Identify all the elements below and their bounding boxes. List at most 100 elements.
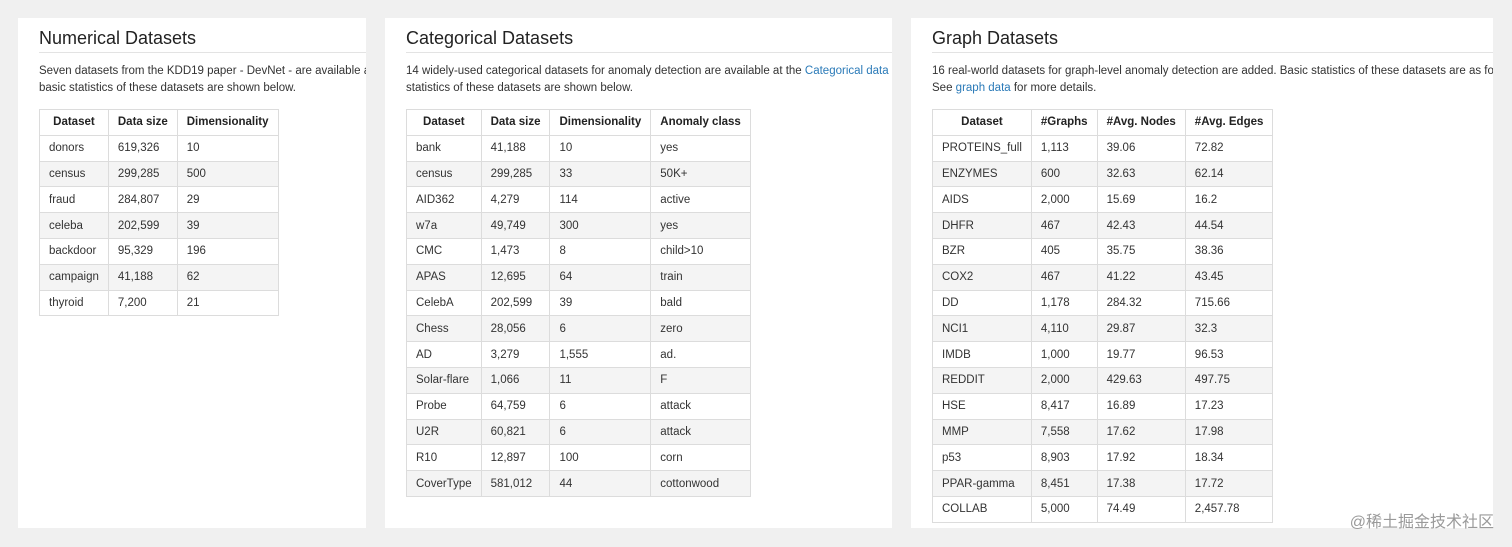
table-row: APAS 12,695 64 train	[406, 263, 751, 291]
header-cell: #Graphs	[1030, 109, 1098, 136]
table-row: bank 41,188 10 yes	[406, 134, 751, 162]
header-cell: Dataset	[932, 109, 1032, 136]
table-cell: 17.38	[1096, 470, 1186, 497]
table-cell: 299,285	[107, 160, 178, 188]
table-row: R10 12,897 100 corn	[406, 444, 751, 472]
link[interactable]: Categorical data	[804, 65, 889, 77]
watermark: @稀土掘金技术社区	[1349, 514, 1494, 531]
table-cell: active	[650, 186, 751, 214]
table-cell: p53	[932, 444, 1032, 472]
header-cell: Data size	[107, 109, 178, 136]
table-row: AD 3,279 1,555 ad.	[406, 341, 751, 368]
table-cell: 15.69	[1096, 186, 1186, 214]
table-cell: 17.72	[1184, 470, 1274, 497]
description-line: statistics of these datasets are shown b…	[406, 82, 633, 94]
table-cell: 2,000	[1030, 186, 1098, 214]
table-cell: bald	[650, 289, 751, 317]
table-cell: attack	[650, 392, 751, 420]
table-cell: zero	[650, 315, 751, 343]
table-cell: COX2	[932, 263, 1032, 291]
table-cell: 7,200	[107, 289, 178, 317]
table-cell: 16.89	[1096, 392, 1186, 420]
table-cell: 19.77	[1096, 341, 1186, 368]
table-cell: 8	[549, 237, 652, 265]
table-cell: campaign	[39, 263, 109, 291]
panel: Graph Datasets 16 real-world datasets for…	[911, 18, 1493, 528]
table-cell: 497.75	[1184, 366, 1274, 394]
table-row: fraud 284,807 29	[39, 186, 279, 214]
table-cell: 1,000	[1030, 341, 1098, 368]
table-cell: CoverType	[406, 470, 482, 497]
table-cell: 1,066	[480, 366, 551, 394]
table-cell: 1,555	[549, 341, 652, 368]
table-cell: 50K+	[650, 160, 751, 188]
table-cell: 12,897	[480, 444, 551, 472]
table-cell: 284.32	[1096, 289, 1186, 317]
table-cell: F	[650, 366, 751, 394]
table-cell: 17.62	[1096, 418, 1186, 446]
table-row: celeba 202,599 39	[39, 212, 279, 239]
table-cell: 43.45	[1184, 263, 1274, 291]
table-row: COX2 467 41.22 43.45	[932, 263, 1274, 291]
table-cell: 21	[176, 289, 279, 317]
panel: Categorical Datasets 14 widely-used categ…	[385, 18, 892, 528]
table-cell: R10	[406, 444, 482, 472]
text: for more details.	[1010, 82, 1097, 94]
table-cell: 17.23	[1184, 392, 1274, 420]
panel: Numerical Datasets Seven datasets from th…	[18, 18, 366, 528]
table-row: MMP 7,558 17.62 17.98	[932, 418, 1274, 446]
table-cell: 7,558	[1030, 418, 1098, 446]
link[interactable]: graph data	[955, 82, 1011, 94]
header-cell: #Avg. Edges	[1184, 109, 1274, 136]
table-row: thyroid 7,200 21	[39, 289, 279, 317]
description-line: See graph data for more details.	[932, 82, 1096, 94]
table-cell: NCI1	[932, 315, 1032, 343]
table-cell: 28,056	[480, 315, 551, 343]
divider	[932, 52, 1493, 53]
table-cell: 41,188	[107, 263, 178, 291]
table-row: BZR 405 35.75 38.36	[932, 237, 1274, 265]
table-cell: 4,279	[480, 186, 551, 214]
table-cell: 284,807	[107, 186, 178, 214]
table-cell: 41,188	[480, 134, 551, 162]
header-row: Dataset Data size Dimensionality	[39, 109, 279, 136]
table-cell: 38.36	[1184, 237, 1274, 265]
table-row: NCI1 4,110 29.87 32.3	[932, 315, 1274, 343]
table-cell: 6	[549, 418, 652, 446]
table-row: w7a 49,749 300 yes	[406, 212, 751, 239]
table-cell: 3,279	[480, 341, 551, 368]
table-cell: w7a	[406, 212, 482, 239]
table-cell: 18.34	[1184, 444, 1274, 472]
table-cell: 8,451	[1030, 470, 1098, 497]
table-row: PROTEINS_full 1,113 39.06 72.82	[932, 134, 1274, 162]
header-cell: Dimensionality	[549, 109, 652, 136]
description-line: 16 real-world datasets for graph-level a…	[932, 65, 1493, 77]
table-cell: 29	[176, 186, 279, 214]
header-cell: Dimensionality	[176, 109, 279, 136]
description-line: basic statistics of these datasets are s…	[39, 82, 296, 94]
text: 14 widely-used categorical datasets for …	[406, 65, 805, 77]
table-cell: census	[39, 160, 109, 188]
table-cell: BZR	[932, 237, 1032, 265]
panel-title: Numerical Datasets	[39, 28, 197, 48]
table-cell: 41.22	[1096, 263, 1186, 291]
table-cell: 467	[1030, 212, 1098, 239]
table-cell: 6	[549, 315, 652, 343]
table-cell: 715.66	[1184, 289, 1274, 317]
table-cell: 29.87	[1096, 315, 1186, 343]
table-cell: Probe	[406, 392, 482, 420]
table-cell: 64,759	[480, 392, 551, 420]
table-cell: 619,326	[107, 134, 178, 162]
table-cell: AIDS	[932, 186, 1032, 214]
data-table: Dataset Data size Dimensionality Anomaly cl…	[406, 109, 751, 497]
table-cell: 32.3	[1184, 315, 1274, 343]
text: fold	[889, 65, 893, 77]
data-table: Dataset Data size Dimensionality donors 619,…	[39, 109, 279, 317]
table-cell: 500	[176, 160, 279, 188]
table-cell: 1,473	[480, 237, 551, 265]
table-cell: 39.06	[1096, 134, 1186, 162]
table-cell: fraud	[39, 186, 109, 214]
table-cell: IMDB	[932, 341, 1032, 368]
table-cell: 202,599	[480, 289, 551, 317]
description-line: 14 widely-used categorical datasets for …	[406, 65, 892, 77]
